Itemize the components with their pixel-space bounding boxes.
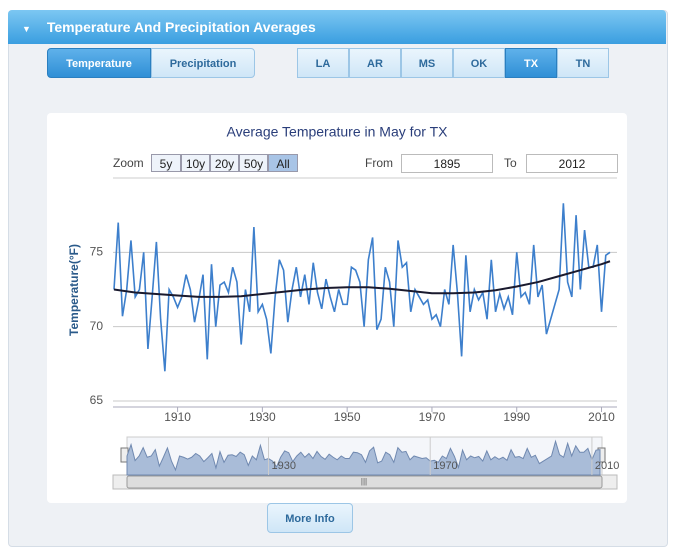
- x-tick-label: 1970: [419, 410, 446, 424]
- zoom-button[interactable]: All: [268, 154, 298, 172]
- zoom-button[interactable]: 50y: [239, 154, 268, 172]
- collapse-arrow[interactable]: ▼: [22, 24, 31, 34]
- trend-line: [113, 260, 611, 298]
- from-label: From: [365, 156, 393, 170]
- zoom-button[interactable]: 20y: [210, 154, 239, 172]
- chart-title: Average Temperature in May for TX: [227, 124, 449, 140]
- state-button[interactable]: OK: [453, 48, 505, 78]
- y-tick-label: 65: [90, 393, 104, 407]
- header-title: Temperature And Precipitation Averages: [46, 19, 316, 35]
- scrollbar-grip: |||: [361, 477, 367, 486]
- more-info-button[interactable]: More Info: [267, 503, 353, 533]
- tab[interactable]: Temperature: [47, 48, 151, 78]
- x-tick-label: 1930: [249, 410, 276, 424]
- y-axis-label: Temperature(°F): [67, 244, 81, 336]
- navigator-tick-label: 1970: [433, 460, 457, 472]
- y-tick-label: 70: [90, 319, 104, 333]
- x-tick-label: 1950: [334, 410, 361, 424]
- tab[interactable]: Precipitation: [151, 48, 255, 78]
- header[interactable]: ▼ Temperature And Precipitation Averages: [8, 10, 666, 44]
- scrollbar-thumb[interactable]: [126, 475, 603, 489]
- from-input[interactable]: 1895: [401, 154, 493, 173]
- to-input[interactable]: 2012: [526, 154, 618, 173]
- x-tick-label: 1910: [164, 410, 191, 424]
- zoom-label: Zoom: [113, 156, 144, 170]
- x-tick-label: 2010: [588, 410, 615, 424]
- x-tick-label: 1990: [503, 410, 530, 424]
- navigator-tick-label: 1930: [271, 460, 295, 472]
- zoom-button[interactable]: 10y: [181, 154, 210, 172]
- state-button[interactable]: TX: [505, 48, 557, 78]
- state-button[interactable]: AR: [349, 48, 401, 78]
- navigator-area: [126, 439, 601, 476]
- data-line: [113, 203, 611, 372]
- y-tick-label: 75: [90, 245, 104, 259]
- state-button[interactable]: MS: [401, 48, 453, 78]
- to-label: To: [504, 156, 517, 170]
- state-button[interactable]: LA: [297, 48, 349, 78]
- zoom-button[interactable]: 5y: [151, 154, 181, 172]
- state-button[interactable]: TN: [557, 48, 609, 78]
- navigator-tick-label: 2010: [595, 460, 619, 472]
